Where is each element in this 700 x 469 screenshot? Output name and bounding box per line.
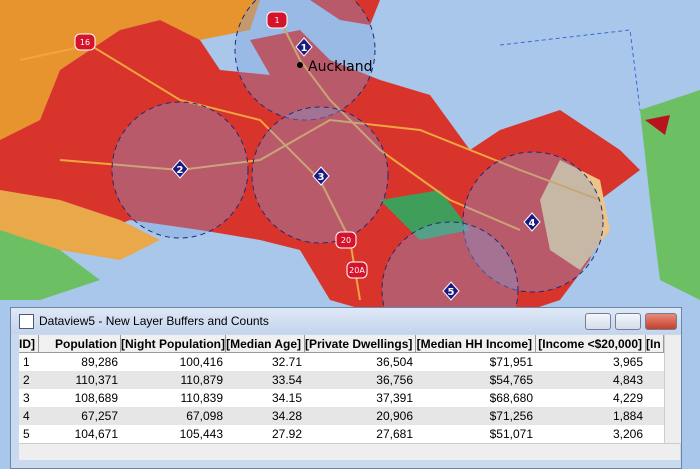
cell: 2 xyxy=(23,373,30,387)
road-shield xyxy=(346,261,368,279)
vertical-scrollbar[interactable] xyxy=(664,335,681,443)
marker-pin xyxy=(312,166,330,186)
marker-label: 3 xyxy=(318,172,325,183)
cell: 4,843 xyxy=(612,373,643,387)
marker-label: 4 xyxy=(529,218,536,229)
marker-label: 5 xyxy=(448,287,455,298)
marker-label: 1 xyxy=(301,43,308,54)
cell: 27,681 xyxy=(376,427,413,441)
cell: 4,229 xyxy=(612,391,643,405)
cell: 108,689 xyxy=(74,391,118,405)
land xyxy=(0,190,160,260)
cell: 37,391 xyxy=(376,391,413,405)
buffer xyxy=(234,0,376,121)
table: ID] Population [Night Population] [Median A… xyxy=(19,335,664,443)
cell: 3,206 xyxy=(612,427,643,441)
column-header: Population xyxy=(39,335,121,353)
cell: $71,256 xyxy=(489,409,533,423)
road xyxy=(279,19,521,231)
land xyxy=(0,230,100,300)
title-bar: Dataview5 - New Layer Buffers and Counts xyxy=(11,308,681,334)
cell: 1 xyxy=(23,355,30,369)
marker-pin xyxy=(523,212,541,232)
cell: 20,906 xyxy=(376,409,413,423)
marker-label: 2 xyxy=(177,165,184,176)
row xyxy=(19,353,664,371)
land xyxy=(0,0,260,140)
road-shield-label: 20A xyxy=(349,266,365,275)
cell: 3,965 xyxy=(612,355,643,369)
cell: 32.71 xyxy=(271,355,302,369)
boundary xyxy=(499,29,641,111)
city-dot xyxy=(297,62,303,68)
row xyxy=(19,371,664,389)
road-shield-label: 20 xyxy=(341,236,351,245)
cell: 67,257 xyxy=(81,409,118,423)
minimize-button[interactable] xyxy=(585,313,611,330)
column-header: [Median HH Income] xyxy=(416,335,536,353)
cell: 89,286 xyxy=(81,355,118,369)
cell: 110,839 xyxy=(180,391,224,405)
row xyxy=(19,425,664,443)
dataview-window: Dataview5 - New Layer Buffers and Counts… xyxy=(10,307,682,469)
cell: 110,879 xyxy=(180,373,224,387)
road-shield xyxy=(266,11,288,29)
marker-pin xyxy=(171,159,189,179)
road-shield xyxy=(74,33,96,51)
cell: $68,680 xyxy=(489,391,533,405)
cell: $54,765 xyxy=(489,373,533,387)
row xyxy=(19,407,664,425)
road-shield-label: 1 xyxy=(274,16,279,25)
marker-pin xyxy=(442,281,460,301)
cell: 33.54 xyxy=(271,373,302,387)
cell: 34.28 xyxy=(271,409,302,423)
maximize-button[interactable] xyxy=(615,313,641,330)
column-header: ID] xyxy=(19,335,39,353)
cell: 110,371 xyxy=(75,373,119,387)
land xyxy=(640,90,700,300)
column-header: [Income <$20,000] xyxy=(536,335,646,353)
cell: 36,504 xyxy=(376,355,413,369)
marker-pin xyxy=(295,37,313,57)
cell: 36,756 xyxy=(376,373,413,387)
cell: 67,098 xyxy=(186,409,223,423)
land xyxy=(645,115,670,135)
cell: 105,443 xyxy=(179,427,223,441)
cell: 104,671 xyxy=(74,427,118,441)
cell: 3 xyxy=(23,391,30,405)
row xyxy=(19,389,664,407)
cell: $71,951 xyxy=(489,355,533,369)
cell: $51,071 xyxy=(489,427,533,441)
land xyxy=(310,0,380,25)
road-shield-label: 16 xyxy=(80,38,90,47)
column-header: [Private Dwellings] xyxy=(305,335,416,353)
place-label: Auckland xyxy=(308,59,372,75)
cell: 34.15 xyxy=(271,391,302,405)
land xyxy=(540,160,610,270)
cell: 1,884 xyxy=(612,409,643,423)
column-header: [In xyxy=(646,335,664,353)
column-header: [Median Age] xyxy=(226,335,305,353)
horizontal-scrollbar[interactable] xyxy=(19,443,680,460)
column-header: [Night Population] xyxy=(121,335,226,353)
cell: 5 xyxy=(23,427,30,441)
cell: 100,416 xyxy=(179,355,223,369)
road-shield xyxy=(335,231,357,249)
land xyxy=(380,190,470,240)
close-button[interactable] xyxy=(645,313,677,330)
window-title: Dataview5 - New Layer Buffers and Counts xyxy=(39,314,269,328)
cell: 27.92 xyxy=(271,427,302,441)
cell: 4 xyxy=(23,409,30,423)
window-icon xyxy=(19,314,34,329)
